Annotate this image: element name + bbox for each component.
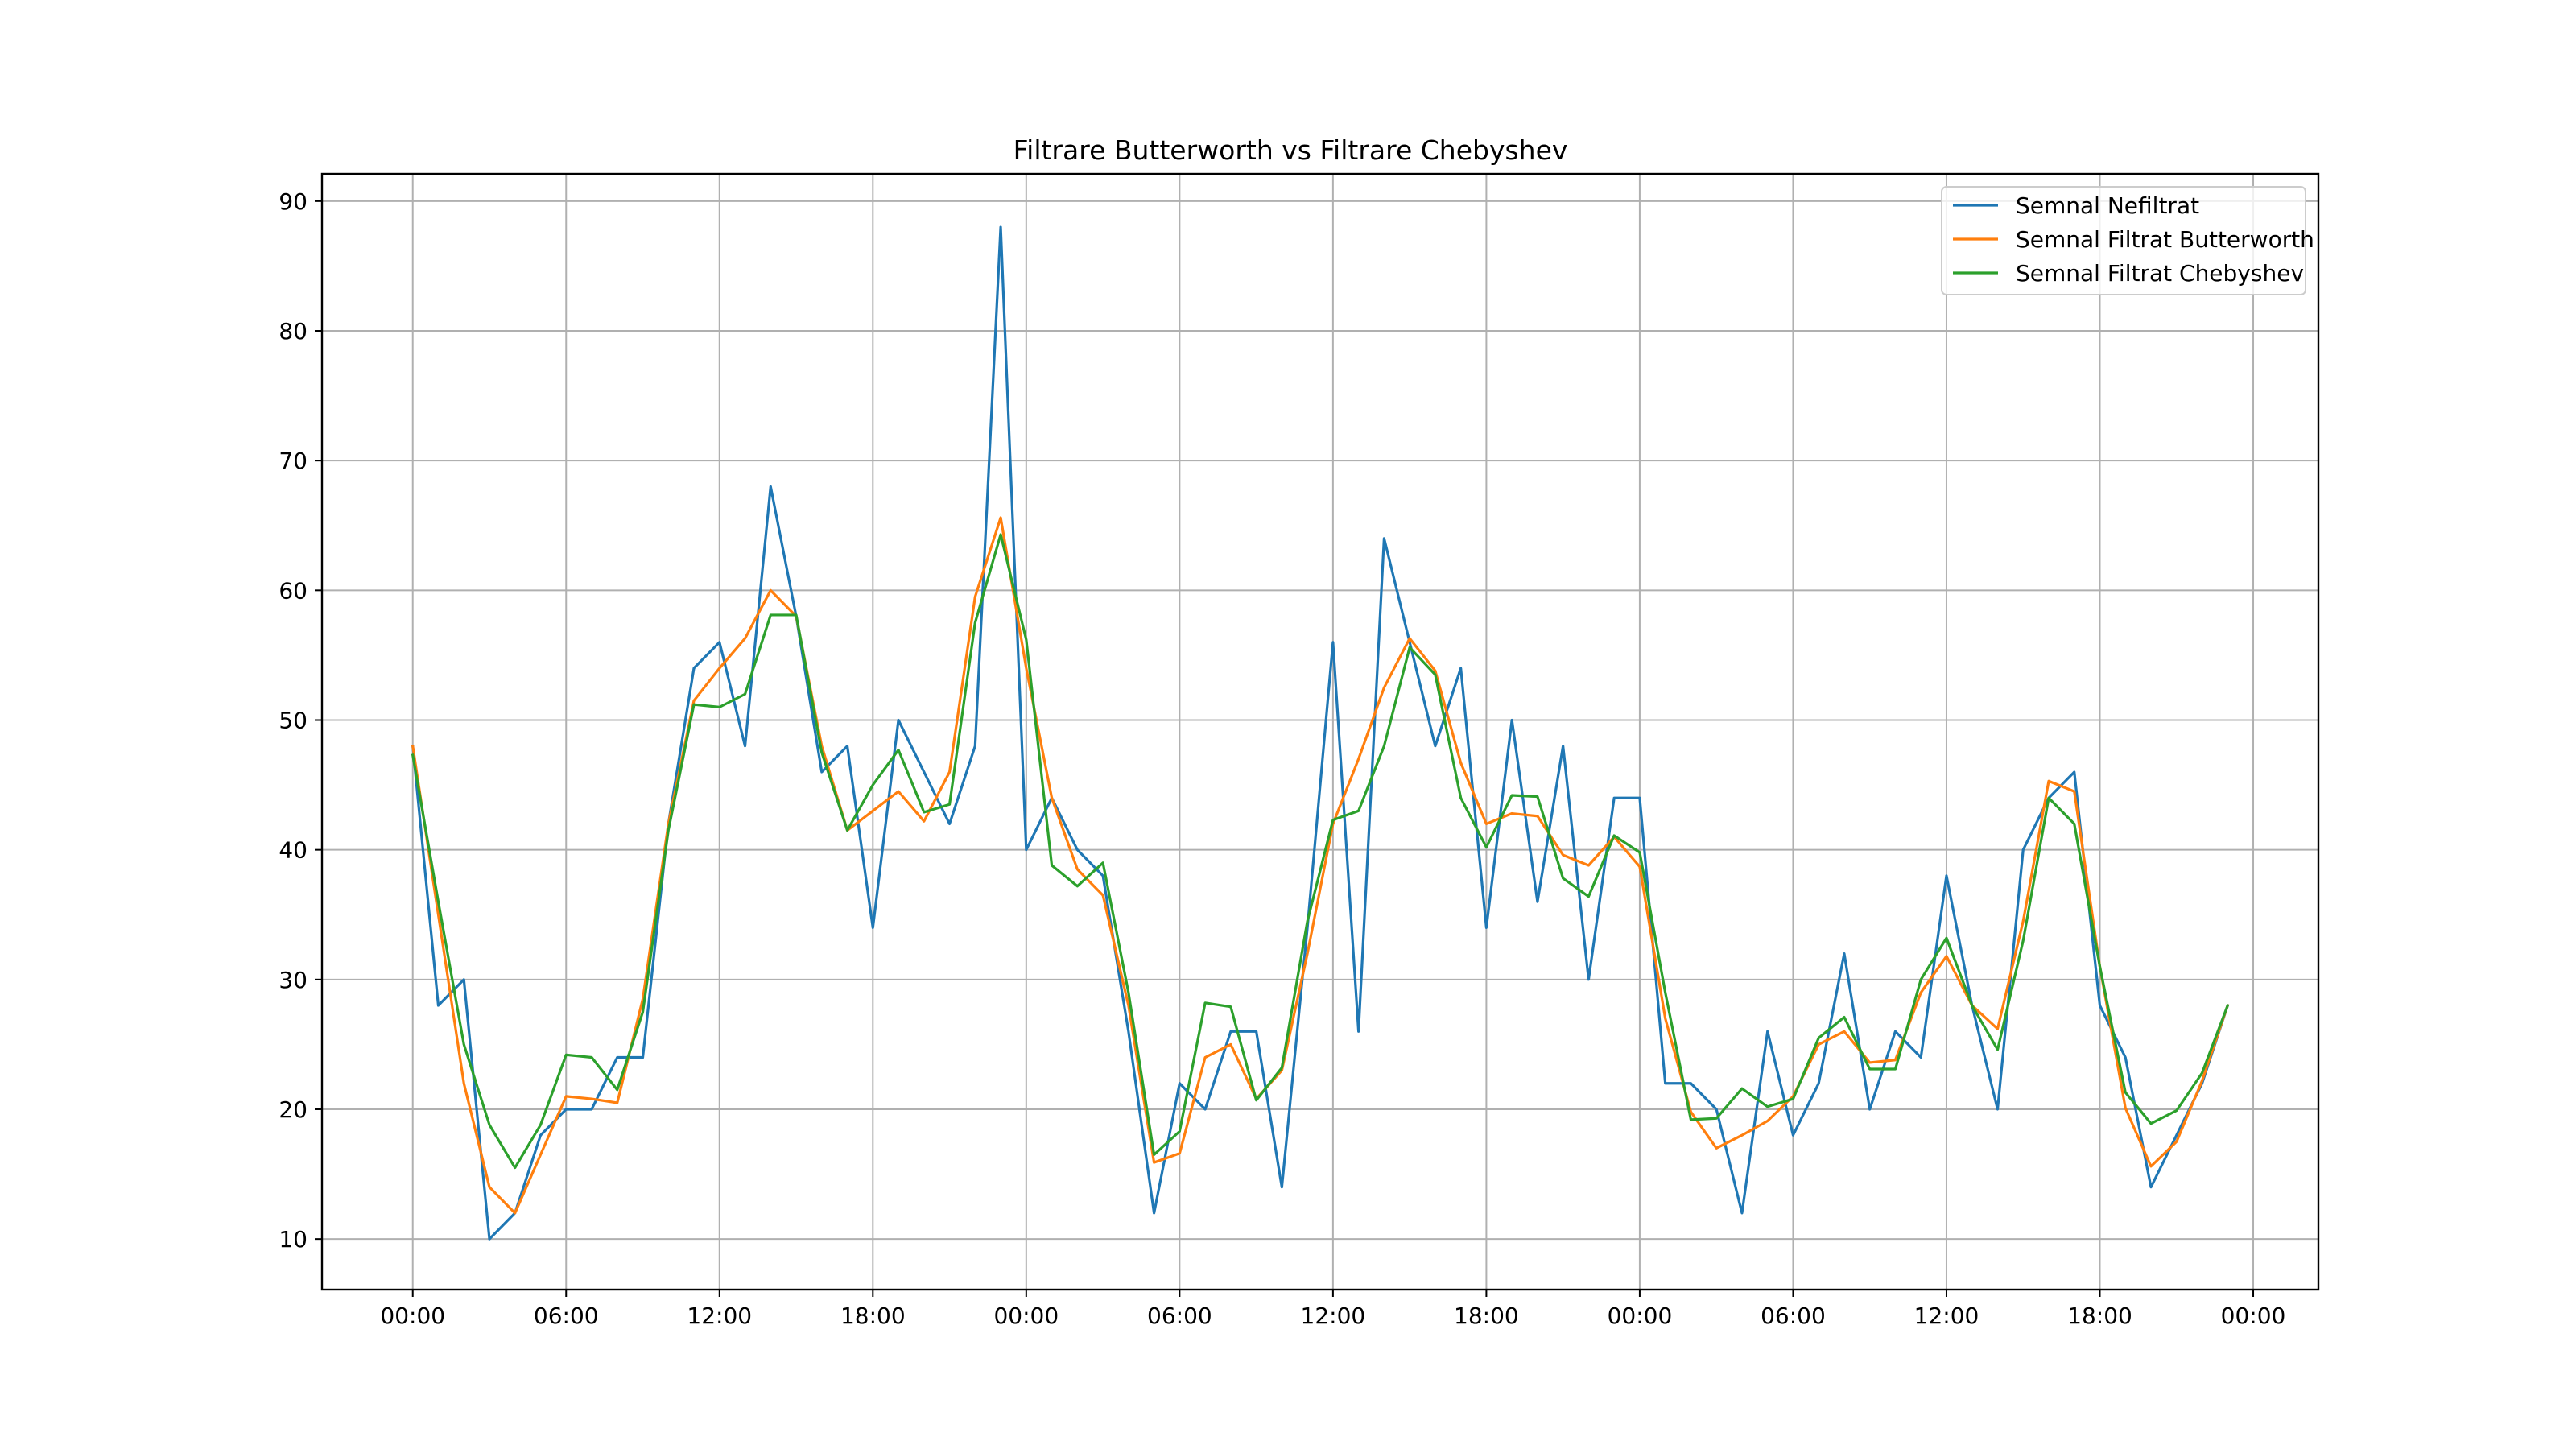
x-tick-label: 12:00 (687, 1302, 752, 1329)
x-tick-label: 12:00 (1914, 1302, 1979, 1329)
legend-entry: Semnal Nefiltrat (2016, 192, 2199, 219)
y-tick-label: 60 (279, 577, 308, 604)
axis-ticks: 00:00 06:00 12:00 18:00 00:00 06:00 12:00 18:00… (279, 188, 2285, 1329)
series-line-3 (411, 533, 2230, 1170)
y-tick-label: 90 (279, 188, 308, 215)
legend: Semnal Nefiltrat Semnal Filtrat Butterwor… (1941, 186, 2314, 295)
y-tick-label: 80 (279, 318, 308, 345)
x-tick-label: 06:00 (1147, 1302, 1212, 1329)
grid-lines (322, 174, 2318, 1290)
legend-entry: Semnal Filtrat Chebyshev (2016, 260, 2304, 287)
legend-entry: Semnal Filtrat Butterworth (2016, 226, 2314, 253)
y-tick-label: 30 (279, 967, 308, 993)
series-lines (411, 225, 2230, 1241)
x-tick-label: 18:00 (2067, 1302, 2132, 1329)
x-tick-label: 00:00 (2221, 1302, 2286, 1329)
x-tick-label: 06:00 (534, 1302, 599, 1329)
series-line-1 (411, 225, 2230, 1241)
x-tick-label: 00:00 (993, 1302, 1059, 1329)
x-tick-label: 18:00 (840, 1302, 906, 1329)
x-tick-label: 12:00 (1301, 1302, 1366, 1329)
y-tick-label: 40 (279, 837, 308, 864)
y-tick-label: 50 (279, 707, 308, 733)
x-tick-label: 18:00 (1454, 1302, 1519, 1329)
y-tick-label: 10 (279, 1226, 308, 1253)
y-tick-label: 70 (279, 448, 308, 474)
legend-box (1941, 186, 2306, 295)
series-line-2 (411, 516, 2230, 1215)
x-tick-label: 00:00 (380, 1302, 445, 1329)
y-tick-label: 20 (279, 1096, 308, 1123)
x-tick-label: 06:00 (1761, 1302, 1826, 1329)
plot-frame (320, 172, 2320, 1291)
x-tick-label: 00:00 (1608, 1302, 1673, 1329)
chart-title: Filtrare Butterworth vs Filtrare Chebysh… (1013, 134, 1568, 166)
